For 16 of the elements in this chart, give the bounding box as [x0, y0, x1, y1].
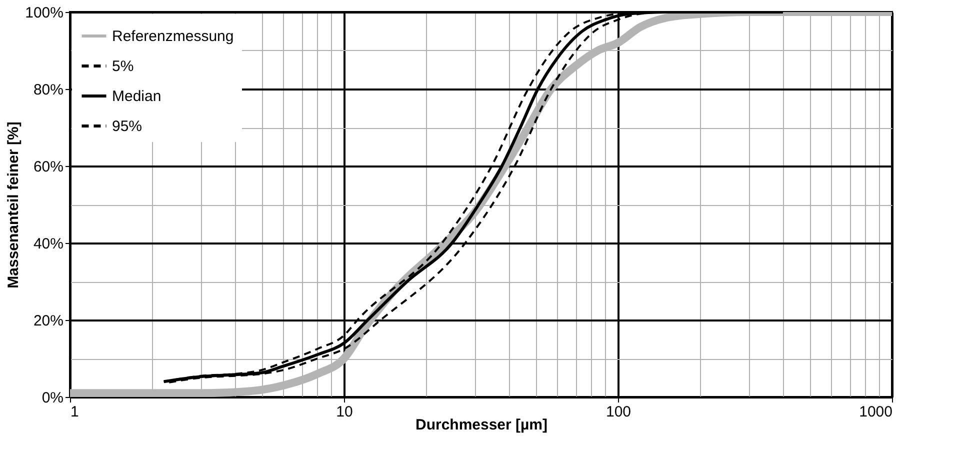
legend-label: 95% [112, 118, 142, 135]
legend-label: 5% [112, 58, 134, 75]
y-tick-label: 40% [33, 236, 64, 252]
x-tick-label: 100 [606, 404, 632, 420]
y-tick-label: 0% [42, 390, 64, 406]
legend-label: Referenzmessung [112, 28, 234, 45]
legend-label: Median [112, 88, 162, 105]
y-axis-title: Massenanteil feiner [%] [5, 122, 22, 288]
x-tick-label: 10 [336, 404, 353, 420]
y-tick-label: 100% [25, 4, 64, 22]
y-tick-label: 80% [33, 82, 64, 98]
x-tick-label: 1 [70, 404, 79, 420]
y-tick-label: 20% [33, 312, 64, 330]
y-tick-label: 60% [33, 158, 64, 176]
x-axis-title: Durchmesser [µm] [415, 416, 548, 434]
x-tick-label: 1000 [859, 404, 892, 420]
